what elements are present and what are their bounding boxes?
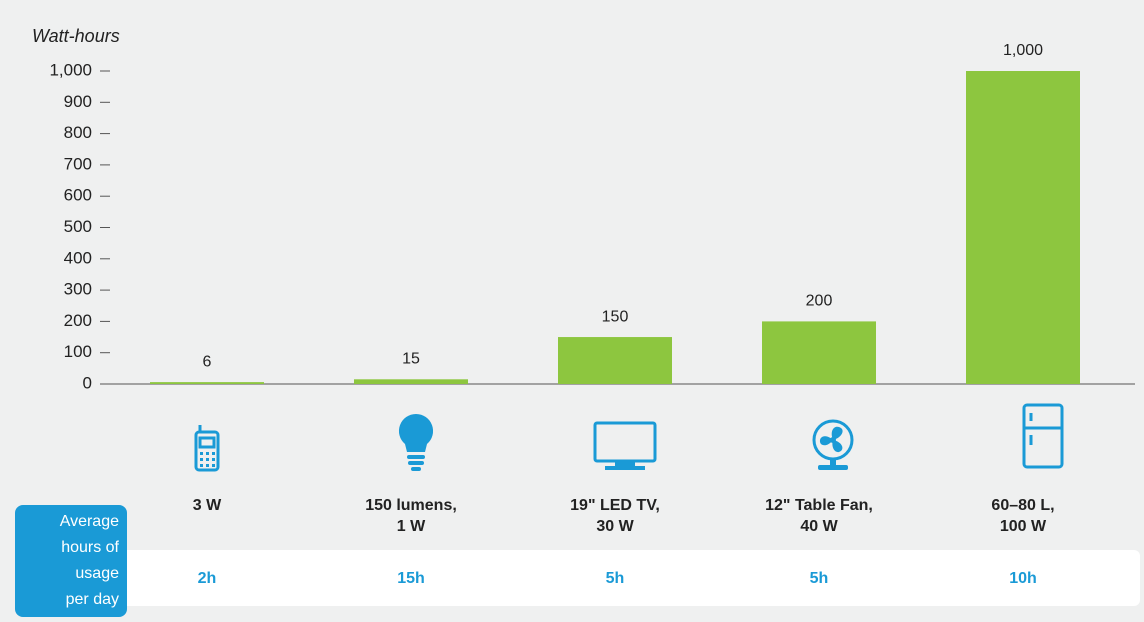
- category-label: 19" LED TV,: [570, 497, 660, 514]
- bulb-icon: [398, 413, 434, 471]
- y-tick-label: 100: [64, 342, 92, 361]
- y-axis-title: Watt-hours: [32, 26, 120, 46]
- category-label: 12" Table Fan,: [765, 497, 873, 514]
- tv-icon: [593, 421, 657, 470]
- value-label: 150: [602, 308, 629, 325]
- usage-band: [120, 550, 1140, 606]
- y-tick-label: 0: [83, 373, 92, 392]
- category-label: 30 W: [596, 518, 634, 535]
- y-tick-label: 300: [64, 280, 92, 299]
- fan-icon: [812, 419, 854, 470]
- value-label: 1,000: [1003, 42, 1043, 59]
- bar: [354, 379, 468, 384]
- value-label: 200: [806, 293, 833, 310]
- category-label: 40 W: [800, 518, 838, 535]
- y-tick-label: 1,000: [49, 60, 92, 79]
- bar: [558, 337, 672, 384]
- usage-hours: 15h: [397, 570, 425, 587]
- y-tick-label: 500: [64, 217, 92, 236]
- category-label: 100 W: [1000, 518, 1047, 535]
- value-label: 6: [203, 353, 212, 370]
- usage-header-box: [15, 505, 127, 617]
- y-tick-label: 700: [64, 154, 92, 173]
- phone-icon: [194, 425, 220, 472]
- y-tick-label: 900: [64, 92, 92, 111]
- fridge-icon: [1022, 403, 1064, 469]
- usage-hours: 5h: [606, 570, 625, 587]
- usage-header: hours of: [61, 539, 119, 556]
- usage-hours: 5h: [810, 570, 829, 587]
- usage-header: usage: [75, 565, 119, 582]
- y-tick-label: 400: [64, 248, 92, 267]
- category-label: 3 W: [193, 497, 222, 514]
- icons: [194, 403, 1064, 472]
- usage-hours: 10h: [1009, 570, 1037, 587]
- usage-header: per day: [66, 591, 119, 608]
- y-tick-label: 600: [64, 186, 92, 205]
- bar: [150, 382, 264, 384]
- y-tick-label: 200: [64, 311, 92, 330]
- usage-hours: 2h: [198, 570, 217, 587]
- bar: [762, 321, 876, 384]
- category-label: 60–80 L,: [991, 497, 1054, 514]
- category-label: 150 lumens,: [365, 497, 457, 514]
- category-label: 1 W: [397, 518, 426, 535]
- usage-header: Average: [60, 513, 119, 530]
- bar: [966, 71, 1080, 384]
- value-label: 15: [402, 351, 420, 368]
- y-tick-label: 800: [64, 123, 92, 142]
